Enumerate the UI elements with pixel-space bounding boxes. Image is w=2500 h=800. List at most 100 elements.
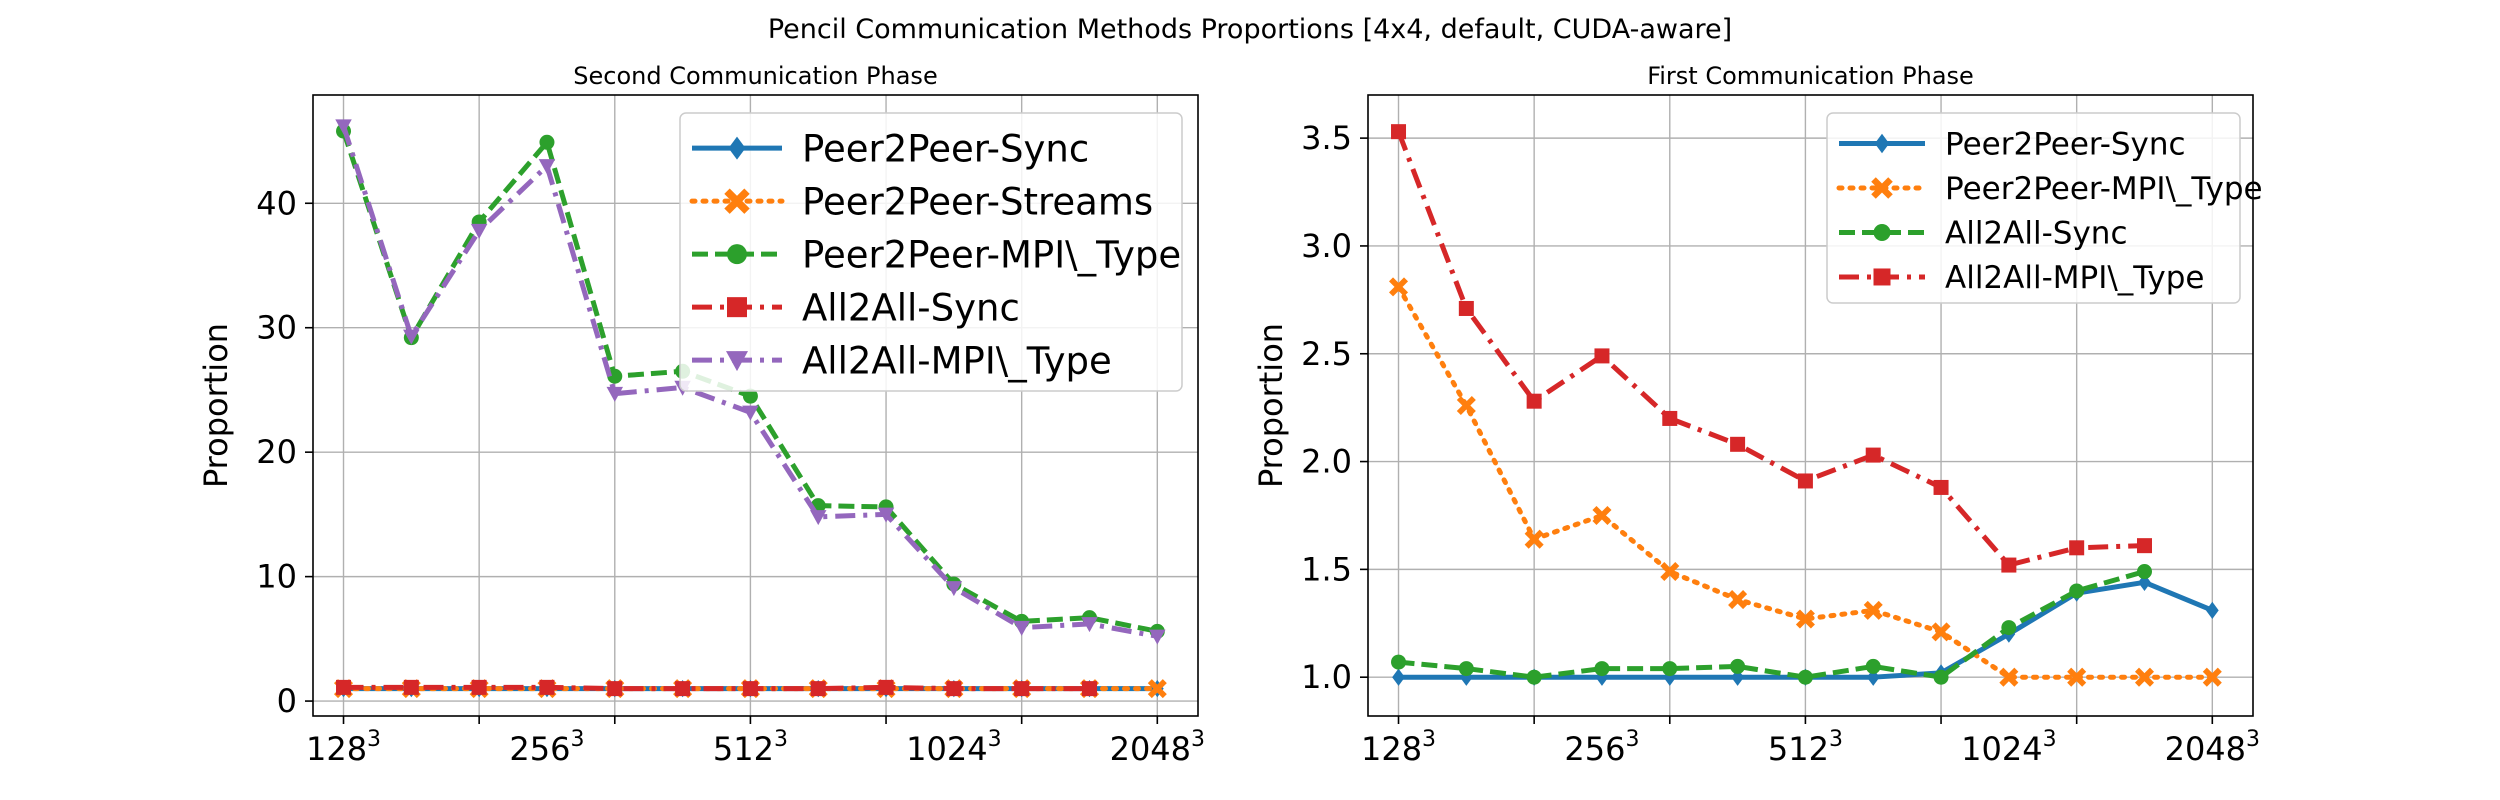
left-legend-label-3: All2All-Sync: [802, 286, 1020, 329]
left-series-3-point: [403, 679, 419, 695]
left-chart-title: Second Communication Phase: [573, 62, 937, 90]
left-x-tick-label: 1283: [306, 727, 381, 768]
right-series-1-point: [2067, 667, 2087, 687]
right-legend-marker-1-stroke: [1871, 177, 1893, 199]
right-series-1-point: [2202, 667, 2222, 687]
right-y-tick-label: 3.5: [1301, 119, 1352, 157]
right-y-tick-label: 1.0: [1301, 658, 1352, 696]
right-series-3-point: [1594, 348, 1610, 364]
right-series-3-point: [1933, 479, 1949, 495]
right-legend-marker-1: [1871, 177, 1893, 199]
right-series-2-point: [1865, 658, 1881, 674]
right-series-1-point-stroke: [2134, 667, 2155, 687]
left-series-3-point: [810, 681, 826, 697]
right-legend-marker-3: [1873, 268, 1891, 286]
left-y-axis-label: Proportion: [197, 323, 235, 488]
left-series-4-point: [606, 386, 624, 402]
right-chart-title: First Communication Phase: [1647, 62, 1974, 90]
left-series-1-point: [1147, 679, 1167, 699]
right-x-tick-label: 1283: [1361, 727, 1436, 768]
right-series-1-point-stroke: [1931, 622, 1951, 642]
left-legend-label-2: Peer2Peer-MPI\_Type: [802, 233, 1181, 276]
left-series-4-point: [335, 119, 352, 135]
right-x-tick-label: 2563: [1564, 727, 1639, 768]
right-series-3-point: [1662, 410, 1678, 426]
right-series-2-point: [1391, 654, 1407, 670]
right-y-axis-label: Proportion: [1252, 323, 1290, 488]
right-series-3-point: [1730, 436, 1746, 452]
left-legend-marker-3: [727, 297, 747, 318]
right-series-1-point: [1728, 590, 1748, 610]
right-series-1-point: [1592, 505, 1612, 525]
right-series-1-point-stroke: [1389, 277, 1409, 297]
left-series-4-point: [877, 507, 895, 523]
right-series-1-point: [1999, 667, 2019, 687]
right-legend-label-2: All2All-Sync: [1945, 216, 2128, 252]
right-y-tick-label: 2.0: [1301, 443, 1352, 481]
right-series-3-point: [2136, 538, 2152, 554]
right-legend-box: [1826, 112, 2241, 304]
left-series-3-point: [946, 681, 962, 697]
left-y-tick-label: 0: [277, 682, 297, 720]
right-legend-marker-0: [1874, 133, 1890, 154]
right-series-1-point-stroke: [1456, 395, 1476, 416]
left-y-tick-label: 20: [256, 433, 297, 471]
left-series-line-3: [343, 684, 1090, 692]
left-x-tick-label: 5123: [713, 727, 788, 768]
left-legend-box: [679, 112, 1183, 392]
left-series-4-point: [742, 405, 759, 421]
right-series-line-3: [1396, 130, 2145, 568]
left-plot-area: [334, 119, 1167, 699]
left-axes-frame: [312, 94, 1199, 717]
right-series-3-point: [2069, 540, 2085, 556]
right-x-tick-label: 20483: [2165, 727, 2260, 768]
left-series-3-point: [471, 679, 487, 695]
right-series-2-point: [1730, 658, 1746, 674]
right-series-0-point: [2205, 601, 2219, 619]
right-series-3-point: [1797, 473, 1813, 489]
right-axes-frame: [1367, 94, 2254, 717]
left-legend-label-4: All2All-MPI\_Type: [802, 339, 1112, 382]
left-series-4-point: [470, 223, 488, 239]
right-series-0-point: [1392, 668, 1405, 686]
left-legend-label-1: Peer2Peer-Streams: [802, 180, 1153, 223]
right-series-3-point: [2001, 557, 2017, 573]
left-y-tick-label: 10: [256, 558, 297, 596]
right-legend-label-1: Peer2Peer-MPI\_Type: [1945, 171, 2263, 207]
left-x-tick-label: 20483: [1110, 727, 1205, 768]
right-series-2-point: [1662, 661, 1678, 677]
left-series-3-point: [336, 679, 352, 695]
left-series-4-point: [1081, 617, 1098, 633]
right-x-tick-label: 10243: [1961, 727, 2056, 768]
right-series-1-point-stroke: [1863, 600, 1883, 620]
left-legend-marker-1: [724, 188, 750, 214]
right-legend-marker-2: [1873, 223, 1891, 241]
left-legend-marker-4: [726, 351, 748, 372]
left-series-4-point: [403, 329, 420, 345]
right-series-1-point-stroke: [1999, 667, 2019, 687]
right-series-2-point: [2001, 620, 2017, 636]
right-y-tick-label: 1.5: [1301, 550, 1352, 588]
left-series-1-point-stroke: [1147, 679, 1167, 699]
left-y-tick-label: 30: [256, 309, 297, 347]
left-series-3-point: [539, 679, 555, 695]
right-series-2-point: [1797, 669, 1813, 685]
left-series-4-point: [809, 510, 827, 526]
right-series-1-point: [1524, 529, 1544, 549]
right-legend-label-0: Peer2Peer-Sync: [1945, 127, 2186, 163]
right-series-2-point: [1933, 669, 1949, 685]
right-series-1-point: [1931, 622, 1951, 642]
right-series-1-point: [2134, 667, 2155, 687]
right-series-1-point-stroke: [2067, 667, 2087, 687]
left-legend-marker-0: [728, 136, 746, 160]
left-legend-marker-2: [727, 244, 747, 265]
right-series-1-point: [1795, 609, 1815, 629]
left-legend-marker-1-stroke: [724, 188, 750, 214]
right-series-3-point: [1458, 300, 1474, 316]
right-chart-panel: 1283 2563 5123 10243 20483 1.0 1.5 2.0 2.5 3.0 3.5…: [1252, 62, 2263, 768]
left-series-3-point: [675, 681, 691, 697]
left-x-tick-label: 2563: [509, 727, 584, 768]
left-series-2-point: [742, 388, 758, 404]
right-series-2-point: [2136, 564, 2152, 580]
